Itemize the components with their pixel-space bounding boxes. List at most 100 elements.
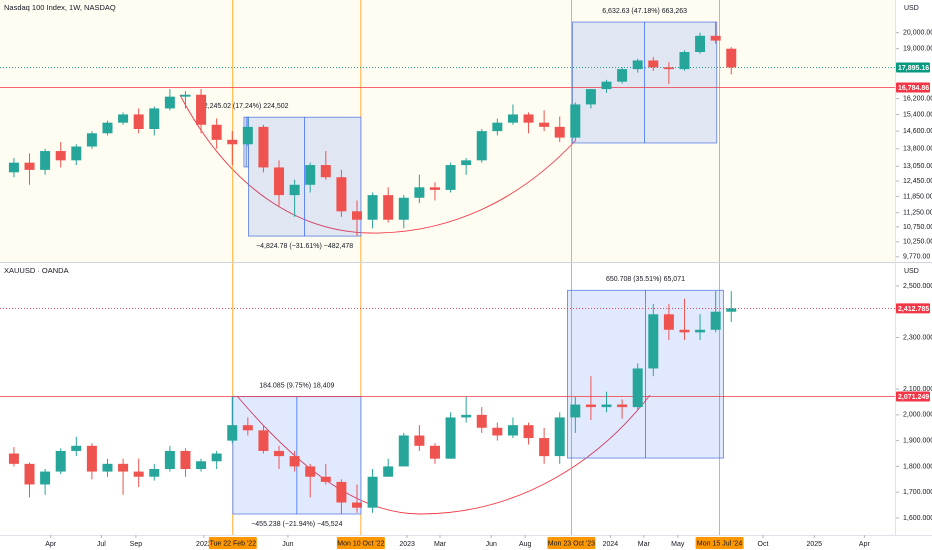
candle-body	[554, 417, 565, 457]
candle-body	[507, 425, 518, 436]
candle-body	[492, 427, 503, 436]
measure-label: 2,245.02 (17.24%) 224,502	[204, 103, 289, 110]
candle-body	[383, 466, 394, 477]
candle-body	[211, 453, 222, 462]
candle-body	[726, 308, 737, 312]
candle-body	[695, 35, 706, 53]
candle-body	[8, 453, 19, 464]
x-tick-label: Jun	[486, 541, 497, 548]
price-tag-label: 16,784.86	[898, 85, 929, 92]
measure-label: 6,632.63 (47.18%) 663,263	[602, 8, 687, 15]
x-tick-label: 2023	[399, 541, 415, 548]
candle-body	[149, 468, 160, 477]
y-tick-label: 19,000.00	[903, 46, 932, 53]
candle-body	[180, 450, 191, 469]
candle-body	[367, 476, 378, 508]
pane-title: Nasdaq 100 Index, 1W, NASDAQ	[4, 3, 116, 12]
candle-body	[539, 122, 550, 127]
candle-body	[227, 425, 238, 441]
y-tick-label: 11,250.00	[903, 210, 932, 217]
candle-body	[320, 476, 331, 482]
y-tick-label: 14,600.00	[903, 128, 932, 135]
candle-body	[554, 126, 565, 138]
candle-body	[679, 52, 690, 70]
candle-body	[274, 167, 285, 196]
candle-body	[180, 94, 191, 97]
date-tag-label: Tue 22 Feb '22	[209, 540, 256, 547]
pane-title: XAUUSD · OANDA	[4, 266, 69, 275]
y-tick-label: 1,900.000	[903, 437, 932, 444]
price-tag	[896, 62, 930, 73]
candle-body	[476, 131, 487, 161]
candle-body	[211, 124, 222, 140]
measure-label: 650.708 (35.51%) 65,071	[606, 276, 685, 283]
candle-body	[445, 165, 456, 190]
price-tag-label: 2,071.249	[898, 394, 929, 401]
candle-body	[461, 414, 472, 418]
candle-body	[507, 114, 518, 123]
measure-label: −455.238 (−21.94%) −45,524	[251, 521, 342, 528]
candle-body	[601, 404, 612, 408]
candle-body	[523, 425, 534, 439]
price-tag	[896, 391, 930, 402]
candle-body	[118, 114, 129, 123]
candle-body	[617, 69, 628, 82]
y-tick-label: 13,050.00	[903, 163, 932, 170]
candle-body	[102, 122, 113, 134]
candle-body	[632, 368, 643, 408]
candle-body	[40, 471, 51, 485]
candle-body	[445, 417, 456, 459]
candle-body	[383, 195, 394, 220]
candle-body	[8, 162, 19, 173]
price-tag-label: 17,895.16	[898, 65, 929, 72]
y-tick-label: 9,770.00	[903, 254, 930, 261]
candle-body	[367, 195, 378, 220]
x-tick-label: Apr	[45, 541, 57, 548]
candle-body	[570, 404, 581, 418]
x-tick-label: Aug	[519, 541, 532, 548]
date-tag-label: Mon 23 Oct '23	[548, 540, 595, 547]
candle-body	[570, 104, 581, 138]
candle-body	[86, 445, 97, 472]
candle-body	[492, 122, 503, 132]
y-tick-label: 13,800.00	[903, 146, 932, 153]
candle-body	[196, 461, 207, 469]
y-tick-label: 1,800.000	[903, 463, 932, 470]
candle-body	[476, 414, 487, 428]
candle-body	[663, 67, 674, 70]
candle-body	[149, 108, 160, 129]
candle-body	[164, 96, 175, 109]
candle-body	[710, 35, 721, 41]
candle-body	[648, 60, 659, 68]
candle-body	[585, 89, 596, 105]
y-tick-label: 16,200.00	[903, 95, 932, 102]
candle-body	[258, 126, 269, 168]
candle-body	[305, 466, 316, 477]
candle-body	[539, 438, 550, 457]
x-tick-label: May	[671, 541, 685, 548]
date-tag	[695, 537, 744, 549]
candle-body	[414, 187, 425, 198]
top-pane	[0, 0, 895, 262]
candle-body	[242, 425, 253, 431]
date-tag	[208, 537, 257, 549]
candle-body	[242, 126, 253, 145]
candle-body	[710, 311, 721, 330]
x-tick-label: Mar	[638, 541, 651, 548]
y-tick-label: 10,750.00	[903, 224, 932, 231]
measure-label: −4,824.78 (−31.61%) −482,478	[256, 243, 353, 250]
candle-body	[86, 133, 97, 147]
candle-body	[429, 187, 440, 190]
candle-body	[429, 445, 440, 459]
y-tick-label: 2,500.000	[903, 283, 932, 290]
candle-body	[118, 463, 129, 472]
x-tick-label: 2024	[603, 541, 619, 548]
y-tick-label: 2,000.000	[903, 412, 932, 419]
candle-body	[24, 463, 35, 485]
candle-body	[679, 329, 690, 333]
y-tick-label: 1,700.000	[903, 489, 932, 496]
date-tag	[336, 537, 385, 549]
candle-body	[305, 165, 316, 185]
axis-unit: USD	[904, 5, 919, 12]
